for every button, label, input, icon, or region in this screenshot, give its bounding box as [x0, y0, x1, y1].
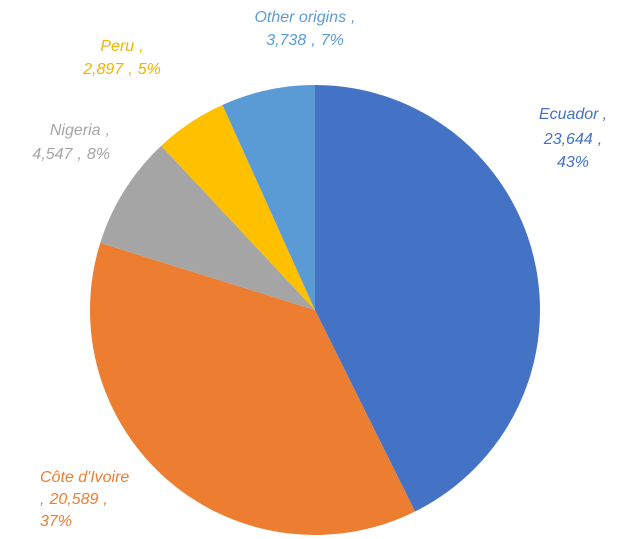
- label-part: 2,897: [82, 61, 124, 78]
- data-label: 23,644,: [543, 131, 602, 148]
- label-part: Peru: [100, 38, 134, 55]
- label-separator: ,: [351, 9, 355, 26]
- label-separator: ,: [106, 122, 110, 139]
- data-label: 43%: [557, 154, 589, 171]
- label-part: 5%: [138, 61, 161, 78]
- data-label: Nigeria,: [50, 122, 110, 139]
- label-part: Other origins: [254, 9, 346, 26]
- data-label: Ecuador,: [539, 106, 607, 123]
- data-label: 2,897, 5%: [82, 61, 161, 78]
- data-label: , 20,589,: [40, 491, 108, 508]
- label-part: 3,738: [266, 32, 306, 49]
- label-separator: ,: [598, 131, 602, 148]
- label-separator: ,: [77, 146, 81, 163]
- data-label: 4,547, 8%: [32, 146, 110, 163]
- label-part: 7%: [321, 32, 344, 49]
- data-label: 3,738, 7%: [266, 32, 344, 49]
- data-label: Côte d'Ivoire: [40, 469, 129, 486]
- pie-slice: [161, 104, 315, 310]
- label-part: Nigeria: [50, 122, 101, 139]
- data-label: Peru,: [100, 38, 143, 55]
- label-part: 23,644: [543, 131, 593, 148]
- pie-slice: [89, 242, 416, 536]
- label-part: Ecuador: [539, 106, 599, 123]
- label-part: 37%: [40, 513, 72, 530]
- data-label: 37%: [40, 513, 72, 530]
- label-part: 4,547: [32, 146, 73, 163]
- label-separator: ,: [603, 106, 607, 123]
- label-separator: ,: [40, 491, 44, 508]
- pie-slice: [315, 85, 540, 512]
- label-separator: ,: [128, 61, 132, 78]
- label-separator: ,: [103, 491, 107, 508]
- label-part: Côte d'Ivoire: [40, 469, 129, 486]
- pie-slice: [222, 85, 315, 310]
- label-part: 8%: [87, 146, 110, 163]
- label-part: 20,589: [48, 491, 98, 508]
- label-part: 43%: [557, 154, 589, 171]
- label-separator: ,: [311, 32, 315, 49]
- data-label: Other origins,: [254, 9, 355, 26]
- pie-slice: [100, 145, 315, 310]
- label-separator: ,: [139, 38, 143, 55]
